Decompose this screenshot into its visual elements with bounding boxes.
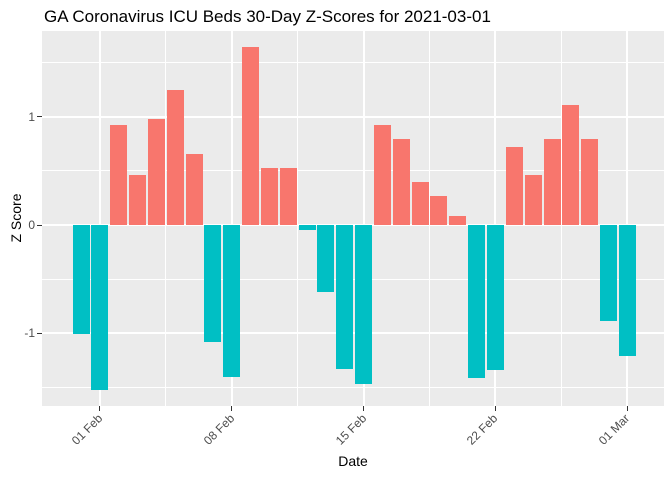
x-axis-tick (99, 406, 101, 411)
chart-title: GA Coronavirus ICU Beds 30-Day Z-Scores … (44, 7, 491, 26)
v-gridline-minor (560, 31, 562, 406)
bar (524, 175, 542, 225)
y-tick-label: -1 (24, 326, 35, 341)
bar (411, 181, 429, 225)
bar (260, 167, 278, 225)
bar (618, 225, 636, 357)
x-axis-tick (231, 406, 233, 411)
bar (166, 89, 184, 225)
y-axis-title: Z Score (8, 193, 24, 243)
bar (317, 225, 335, 293)
bar (298, 225, 316, 231)
h-gridline-minor (42, 386, 664, 388)
bar (600, 225, 618, 322)
bar (279, 167, 297, 225)
v-gridline-major (362, 31, 365, 406)
bar (562, 104, 580, 225)
x-axis-title: Date (338, 453, 368, 469)
v-gridline-major (494, 31, 497, 406)
bar (129, 175, 147, 225)
y-tick-label: 1 (28, 109, 35, 124)
v-gridline-minor (429, 31, 431, 406)
x-axis-tick (494, 406, 496, 411)
bar (91, 225, 109, 390)
v-gridline-major (98, 31, 101, 406)
x-axis-tick (363, 406, 365, 411)
bar (223, 225, 241, 377)
y-axis-tick (37, 224, 42, 226)
y-tick-label: 0 (28, 218, 35, 232)
bar (468, 225, 486, 378)
h-gridline-minor (42, 170, 664, 172)
y-axis-tick (37, 332, 42, 334)
h-gridline-minor (42, 62, 664, 64)
bar (392, 139, 410, 225)
bar (373, 125, 391, 225)
h-gridline-major (42, 115, 664, 118)
bar (110, 125, 128, 225)
bar (72, 225, 90, 335)
v-gridline-major (626, 31, 629, 406)
bar (581, 139, 599, 225)
bar (204, 225, 222, 342)
bar (543, 139, 561, 225)
plot-panel (42, 31, 664, 406)
v-gridline-minor (297, 31, 299, 406)
y-axis-tick (37, 116, 42, 118)
x-axis-tick (626, 406, 628, 411)
bar (147, 118, 165, 225)
bar (242, 47, 260, 225)
bar (336, 225, 354, 370)
bar (505, 147, 523, 225)
bar (355, 225, 373, 385)
bar (430, 195, 448, 225)
v-gridline-major (230, 31, 233, 406)
bar (185, 153, 203, 225)
bar (486, 225, 504, 371)
bar (449, 216, 467, 225)
v-gridline-minor (165, 31, 167, 406)
